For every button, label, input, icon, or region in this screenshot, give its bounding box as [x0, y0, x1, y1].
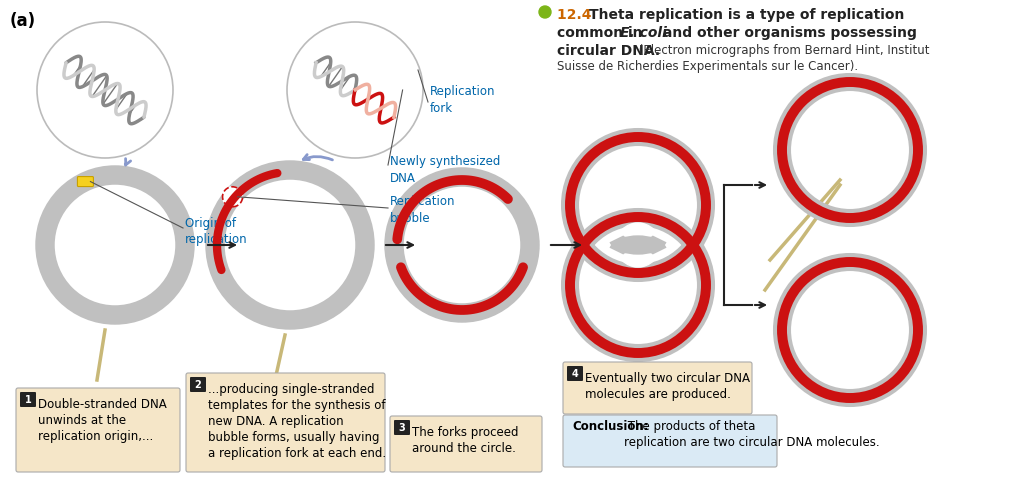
- Text: 1: 1: [25, 395, 32, 405]
- Text: Origin of
replication: Origin of replication: [185, 217, 248, 247]
- Circle shape: [287, 22, 423, 158]
- FancyBboxPatch shape: [390, 416, 542, 472]
- Text: E. coli: E. coli: [620, 26, 667, 40]
- Text: 2: 2: [195, 380, 202, 390]
- Text: 3: 3: [398, 423, 406, 433]
- FancyBboxPatch shape: [563, 415, 777, 467]
- FancyBboxPatch shape: [186, 373, 385, 472]
- Text: Suisse de Richerdies Experimentals sur le Cancer).: Suisse de Richerdies Experimentals sur l…: [557, 60, 858, 73]
- Circle shape: [222, 187, 243, 207]
- Text: Double-stranded DNA
unwinds at the
replication origin,...: Double-stranded DNA unwinds at the repli…: [38, 398, 167, 443]
- Text: The products of theta
replication are two circular DNA molecules.: The products of theta replication are tw…: [624, 420, 880, 449]
- Text: ...producing single-stranded
templates for the synthesis of
new DNA. A replicati: ...producing single-stranded templates f…: [208, 383, 386, 460]
- Text: 4: 4: [571, 369, 579, 379]
- Circle shape: [539, 6, 551, 18]
- Text: common in: common in: [557, 26, 647, 40]
- Circle shape: [37, 22, 173, 158]
- Text: (Electron micrographs from Bernard Hint, Institut: (Electron micrographs from Bernard Hint,…: [635, 44, 930, 57]
- Text: (a): (a): [10, 12, 36, 30]
- Text: Theta replication is a type of replication: Theta replication is a type of replicati…: [589, 8, 904, 22]
- FancyBboxPatch shape: [16, 388, 180, 472]
- FancyBboxPatch shape: [78, 177, 93, 187]
- FancyBboxPatch shape: [567, 366, 583, 381]
- FancyBboxPatch shape: [563, 362, 752, 414]
- Text: Replication
fork: Replication fork: [430, 85, 496, 115]
- Text: Eventually two circular DNA
molecules are produced.: Eventually two circular DNA molecules ar…: [585, 372, 750, 401]
- Text: Conclusion:: Conclusion:: [572, 420, 648, 433]
- Text: Replication
bubble: Replication bubble: [390, 195, 456, 225]
- FancyBboxPatch shape: [20, 392, 36, 407]
- FancyBboxPatch shape: [394, 420, 410, 435]
- Text: 12.4: 12.4: [557, 8, 596, 22]
- FancyBboxPatch shape: [190, 377, 206, 392]
- Text: and other organisms possessing: and other organisms possessing: [658, 26, 916, 40]
- Circle shape: [616, 223, 660, 267]
- Text: Newly synthesized
DNA: Newly synthesized DNA: [390, 156, 501, 184]
- Text: The forks proceed
around the circle.: The forks proceed around the circle.: [412, 426, 518, 455]
- Text: circular DNA.: circular DNA.: [557, 44, 660, 58]
